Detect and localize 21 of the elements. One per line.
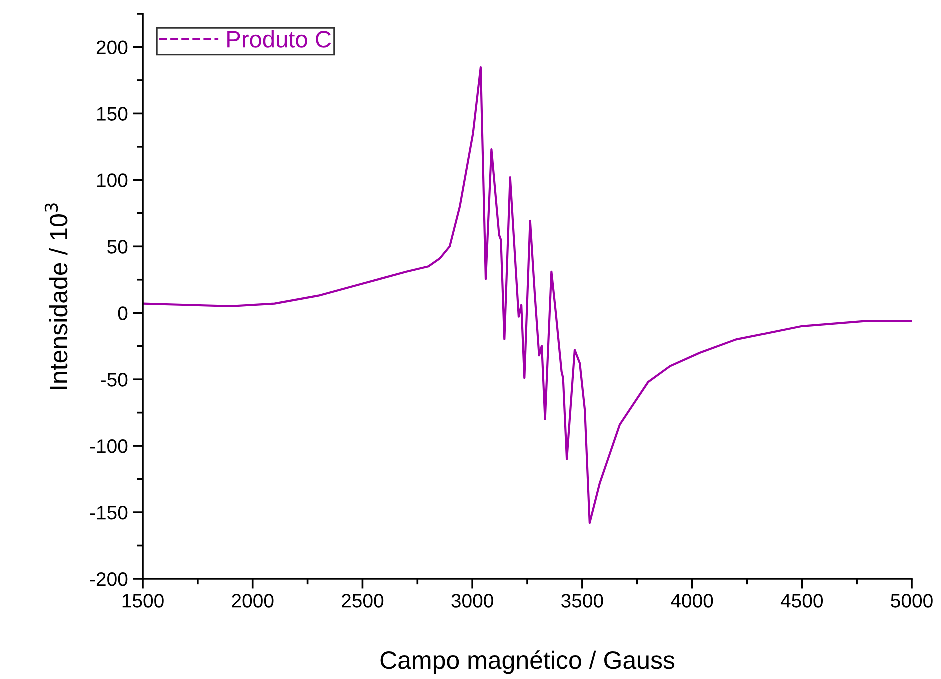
y-tick-label: -100 xyxy=(90,440,128,454)
y-axis-title: Intensidade / 10$^{3}$ xyxy=(44,204,68,390)
y-tick-label: 100 xyxy=(97,174,128,188)
x-tick-label: 3000 xyxy=(452,594,494,608)
y-tick-label: 200 xyxy=(96,40,128,54)
x-tick-label: 2000 xyxy=(232,594,274,608)
x-tick-label: 4500 xyxy=(780,594,824,608)
x-tick-label: 2500 xyxy=(342,594,384,608)
legend-label: Produto C xyxy=(228,30,332,48)
y-tick-label: 0 xyxy=(118,306,128,320)
x-axis-title: Campo magnético / Gauss xyxy=(380,650,675,674)
x-tick-label: 3500 xyxy=(562,594,604,608)
x-tick-label: 4000 xyxy=(671,594,714,608)
y-tick-label: -150 xyxy=(90,506,128,520)
y-tick-label: -50 xyxy=(101,373,128,387)
y-tick-label: 150 xyxy=(97,107,128,121)
x-tick-label: 1500 xyxy=(122,594,164,608)
line-series xyxy=(143,66,912,524)
x-tick-label: 5000 xyxy=(891,594,933,608)
y-tick-label: 50 xyxy=(108,240,128,254)
y-tick-label: -200 xyxy=(90,572,128,586)
